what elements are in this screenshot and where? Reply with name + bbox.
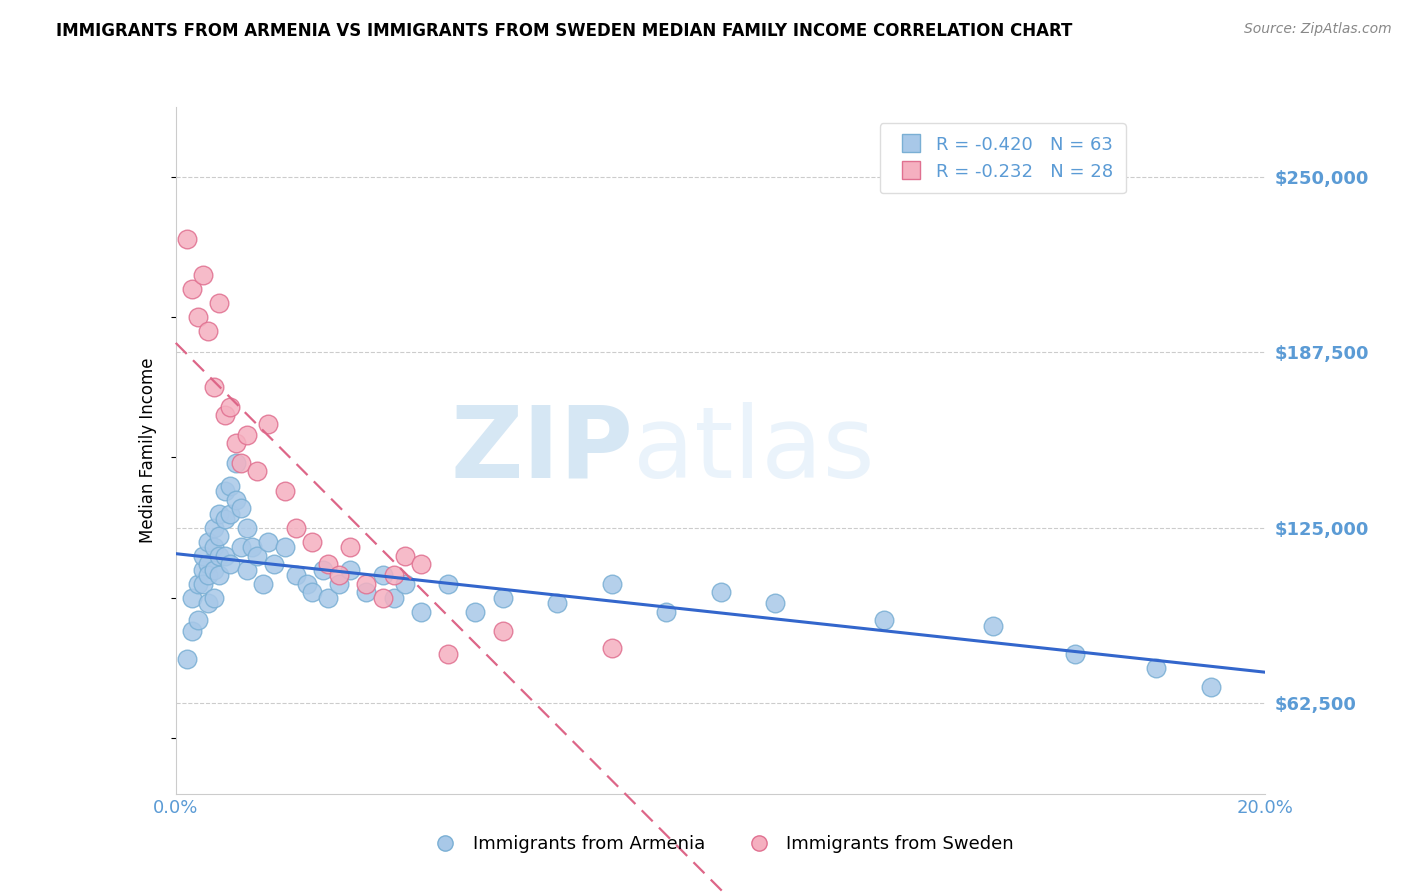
Point: [246, 465, 269, 479]
Text: atlas: atlas: [633, 402, 875, 499]
Point: [181, 624, 204, 639]
Point: [301, 585, 323, 599]
Point: [394, 549, 416, 563]
Point: [274, 484, 297, 499]
Point: [1199, 681, 1222, 695]
Point: [284, 520, 307, 534]
Point: [225, 456, 247, 470]
Point: [181, 282, 204, 296]
Point: [246, 549, 269, 563]
Point: [219, 478, 242, 492]
Point: [356, 576, 378, 591]
Text: Source: ZipAtlas.com: Source: ZipAtlas.com: [1244, 22, 1392, 37]
Point: [492, 624, 515, 639]
Text: IMMIGRANTS FROM ARMENIA VS IMMIGRANTS FROM SWEDEN MEDIAN FAMILY INCOME CORRELATI: IMMIGRANTS FROM ARMENIA VS IMMIGRANTS FR…: [56, 22, 1073, 40]
Y-axis label: Median Family Income: Median Family Income: [139, 358, 157, 543]
Text: ZIP: ZIP: [450, 402, 633, 499]
Point: [191, 576, 214, 591]
Point: [312, 563, 335, 577]
Point: [263, 557, 285, 571]
Point: [202, 520, 225, 534]
Point: [225, 492, 247, 507]
Point: [235, 563, 257, 577]
Point: [295, 576, 318, 591]
Point: [219, 400, 242, 414]
Point: [655, 605, 678, 619]
Point: [328, 568, 350, 582]
Point: [600, 576, 623, 591]
Point: [219, 507, 242, 521]
Point: [208, 529, 231, 543]
Point: [257, 417, 280, 431]
Point: [235, 428, 257, 442]
Point: [464, 605, 486, 619]
Point: [231, 500, 253, 515]
Point: [873, 613, 896, 627]
Point: [1063, 647, 1085, 661]
Point: [240, 540, 263, 554]
Point: [437, 576, 460, 591]
Point: [356, 585, 378, 599]
Point: [214, 549, 236, 563]
Point: [235, 520, 257, 534]
Point: [219, 557, 242, 571]
Point: [202, 563, 225, 577]
Point: [394, 576, 416, 591]
Point: [214, 484, 236, 499]
Point: [186, 576, 209, 591]
Point: [252, 576, 274, 591]
Point: [409, 605, 432, 619]
Point: [382, 568, 405, 582]
Point: [197, 324, 219, 338]
Point: [176, 232, 198, 246]
Point: [284, 568, 307, 582]
Point: [186, 310, 209, 325]
Point: [371, 568, 394, 582]
Point: [191, 268, 214, 283]
Point: [197, 557, 219, 571]
Point: [600, 641, 623, 656]
Point: [202, 591, 225, 605]
Point: [191, 549, 214, 563]
Point: [202, 540, 225, 554]
Point: [437, 647, 460, 661]
Point: [328, 576, 350, 591]
Point: [197, 534, 219, 549]
Point: [214, 512, 236, 526]
Point: [318, 591, 340, 605]
Point: [208, 549, 231, 563]
Point: [763, 596, 786, 610]
Point: [409, 557, 432, 571]
Point: [176, 652, 198, 666]
Point: [208, 507, 231, 521]
Point: [186, 613, 209, 627]
Legend: Immigrants from Armenia, Immigrants from Sweden: Immigrants from Armenia, Immigrants from…: [420, 828, 1021, 861]
Point: [191, 563, 214, 577]
Point: [231, 456, 253, 470]
Point: [274, 540, 297, 554]
Point: [339, 540, 361, 554]
Point: [492, 591, 515, 605]
Point: [225, 436, 247, 450]
Point: [214, 409, 236, 423]
Point: [371, 591, 394, 605]
Point: [546, 596, 568, 610]
Point: [208, 568, 231, 582]
Point: [710, 585, 733, 599]
Point: [318, 557, 340, 571]
Point: [301, 534, 323, 549]
Point: [208, 296, 231, 310]
Point: [1144, 661, 1167, 675]
Point: [257, 534, 280, 549]
Point: [197, 596, 219, 610]
Point: [202, 380, 225, 394]
Point: [181, 591, 204, 605]
Point: [382, 591, 405, 605]
Point: [339, 563, 361, 577]
Point: [981, 618, 1004, 632]
Point: [231, 540, 253, 554]
Point: [197, 568, 219, 582]
